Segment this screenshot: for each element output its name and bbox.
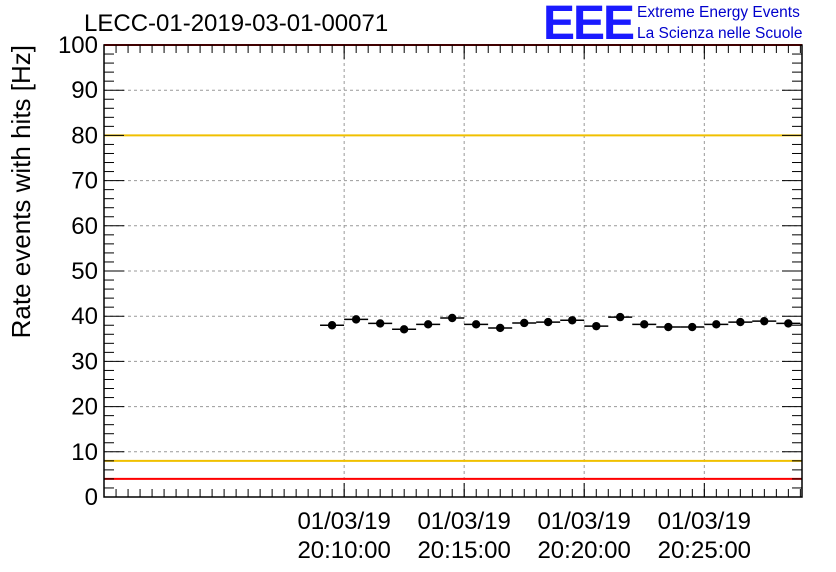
data-point	[615, 312, 625, 322]
data-point	[351, 315, 361, 324]
logo-mark: EEE	[543, 0, 635, 50]
y-tick-label: 80	[71, 122, 98, 149]
data-point	[543, 317, 553, 327]
y-tick-label: 20	[71, 394, 98, 421]
reference-lines	[104, 44, 802, 480]
x-tick-label-time: 20:20:00	[537, 537, 630, 564]
y-tick-label: 10	[71, 439, 98, 466]
data-point	[760, 316, 769, 326]
y-tick-labels: 0 10 20 30 40 50 60 70 80 90 100	[58, 32, 98, 511]
y-tick-label: 0	[85, 484, 98, 511]
eee-logo: EEE Extreme Energy Events La Scienza nel…	[543, 0, 833, 50]
data-point	[375, 319, 385, 328]
y-tick-label: 60	[71, 213, 98, 240]
x-tick-label-date: 01/03/19	[417, 508, 510, 535]
x-tick-label-time: 20:15:00	[417, 537, 510, 564]
data-point	[448, 313, 457, 323]
data-point	[495, 323, 505, 333]
y-tick-label: 40	[71, 303, 98, 330]
data-point	[640, 320, 649, 329]
y-tick-label: 30	[71, 348, 98, 375]
data-point	[592, 321, 601, 331]
y-tick-label: 70	[71, 168, 98, 195]
data-point	[736, 317, 745, 327]
logo-subtitle-line-1: Extreme Energy Events	[637, 4, 800, 21]
y-tick-label: 50	[71, 258, 98, 285]
data-point	[784, 319, 793, 328]
y-tick-label: 100	[58, 32, 98, 59]
data-point	[520, 318, 529, 328]
data-point	[568, 316, 577, 325]
y-tick-label: 90	[71, 77, 98, 104]
data-point	[688, 322, 697, 332]
plot-frame	[103, 44, 803, 498]
data-point	[423, 320, 433, 329]
logo-subtitle-line-2: La Scienza nelle Scuole	[637, 25, 803, 42]
data-point	[664, 322, 673, 332]
data-point	[712, 320, 721, 329]
data-points	[320, 312, 802, 334]
x-tick-label-time: 20:25:00	[658, 537, 751, 564]
x-tick-label-time: 20:10:00	[297, 537, 390, 564]
x-tick-label-date: 01/03/19	[658, 508, 751, 535]
data-point	[399, 325, 409, 334]
y-axis-label: Rate events with hits [Hz]	[6, 45, 36, 338]
x-tick-labels: 01/03/1920:10:0001/03/1920:15:0001/03/19…	[297, 508, 751, 564]
grid-lines	[104, 45, 802, 497]
data-point	[471, 320, 481, 329]
data-point	[327, 321, 337, 330]
x-tick-label-date: 01/03/19	[297, 508, 390, 535]
axis-ticks	[103, 44, 802, 498]
x-tick-label-date: 01/03/19	[537, 508, 630, 535]
chart-title: LECC-01-2019-03-01-00071	[84, 10, 389, 37]
